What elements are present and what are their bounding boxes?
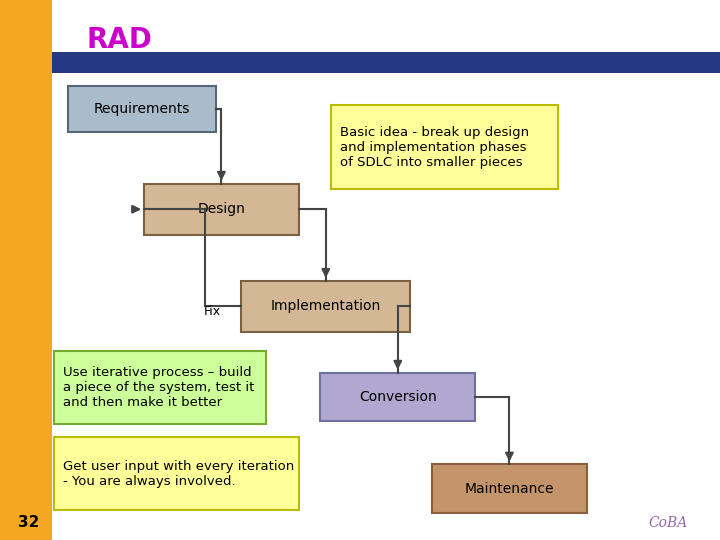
Text: CoBA: CoBA <box>648 516 688 530</box>
Bar <box>0 0 52 540</box>
Bar <box>52 52 720 73</box>
Text: 32: 32 <box>18 515 40 530</box>
Text: Design: Design <box>197 202 246 216</box>
Text: Maintenance: Maintenance <box>464 482 554 496</box>
Text: Basic idea - break up design
and implementation phases
of SDLC into smaller piec: Basic idea - break up design and impleme… <box>340 126 529 168</box>
FancyBboxPatch shape <box>320 373 475 421</box>
Text: Fix: Fix <box>204 305 221 318</box>
FancyBboxPatch shape <box>432 464 587 513</box>
FancyBboxPatch shape <box>241 281 410 332</box>
FancyBboxPatch shape <box>54 437 299 510</box>
FancyBboxPatch shape <box>54 351 266 424</box>
Text: RAD: RAD <box>86 26 152 55</box>
Text: Conversion: Conversion <box>359 390 436 404</box>
Text: Use iterative process – build
a piece of the system, test it
and then make it be: Use iterative process – build a piece of… <box>63 366 254 409</box>
FancyBboxPatch shape <box>144 184 299 235</box>
FancyBboxPatch shape <box>331 105 558 189</box>
Text: Requirements: Requirements <box>94 103 190 116</box>
Text: Implementation: Implementation <box>271 300 381 313</box>
Text: Get user input with every iteration
- You are always involved.: Get user input with every iteration - Yo… <box>63 460 294 488</box>
FancyBboxPatch shape <box>68 86 216 132</box>
